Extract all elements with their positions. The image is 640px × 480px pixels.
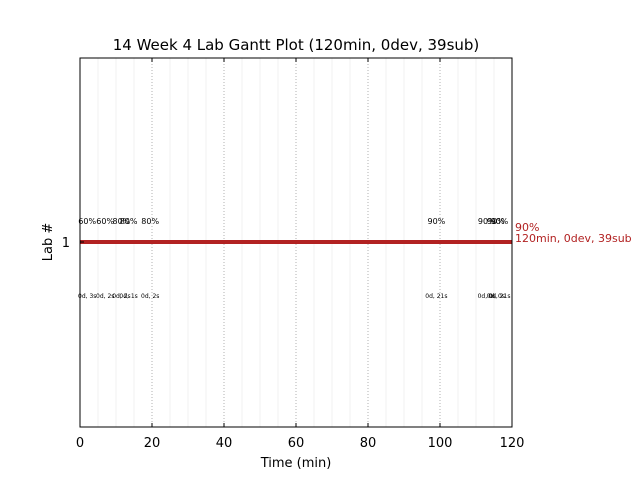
submission-time-label: 0d, 0s <box>487 293 505 300</box>
submission-score-label: 80% <box>120 217 138 226</box>
submission-score-label: 90% <box>491 217 509 226</box>
submission-score-label: 60% <box>78 217 96 226</box>
y-axis-label: Lab # <box>41 223 56 262</box>
submission-time-label: 0d, 3s <box>78 293 96 300</box>
x-axis-label: Time (min) <box>260 456 332 471</box>
chart-title: 14 Week 4 Lab Gantt Plot (120min, 0dev, … <box>113 36 480 54</box>
submission-time-label: 0d, 1s <box>119 293 137 300</box>
submission-marks: 60% 0d, 3s 60% 0d, 2s 80% 0d, 2s 80% 0d, 1s 80% 0… <box>78 217 510 300</box>
x-tick-label: 80 <box>360 436 377 451</box>
submission-score-label: 80% <box>113 217 131 226</box>
end-label-score: 90% <box>515 221 539 234</box>
submission-score-label: 90% <box>487 217 505 226</box>
submission-time-label: 0d, 2s <box>112 293 130 300</box>
submission-time-label: 0d, 0s <box>478 293 496 300</box>
submission-time-label: 0d, 21s <box>488 293 510 300</box>
end-label-summary: 120min, 0dev, 39sub <box>515 232 632 245</box>
x-tick-label: 20 <box>144 436 161 451</box>
submission-time-label: 0d, 2s <box>96 293 114 300</box>
x-tick-label: 60 <box>288 436 305 451</box>
y-axis-ticks: 1 <box>62 236 84 251</box>
submission-score-label: 60% <box>96 217 114 226</box>
submission-score-label: 90% <box>428 217 446 226</box>
submission-time-label: 0d, 2s <box>141 293 159 300</box>
x-tick-label: 0 <box>76 436 84 451</box>
y-tick-label: 1 <box>62 236 70 251</box>
x-axis-ticks: 0 20 40 60 80 100 120 <box>76 58 525 451</box>
x-tick-label: 100 <box>428 436 453 451</box>
submission-time-label: 0d, 21s <box>425 293 447 300</box>
x-tick-label: 40 <box>216 436 233 451</box>
submission-score-label: 80% <box>141 217 159 226</box>
x-tick-label: 120 <box>500 436 525 451</box>
submission-score-label: 90% <box>478 217 496 226</box>
